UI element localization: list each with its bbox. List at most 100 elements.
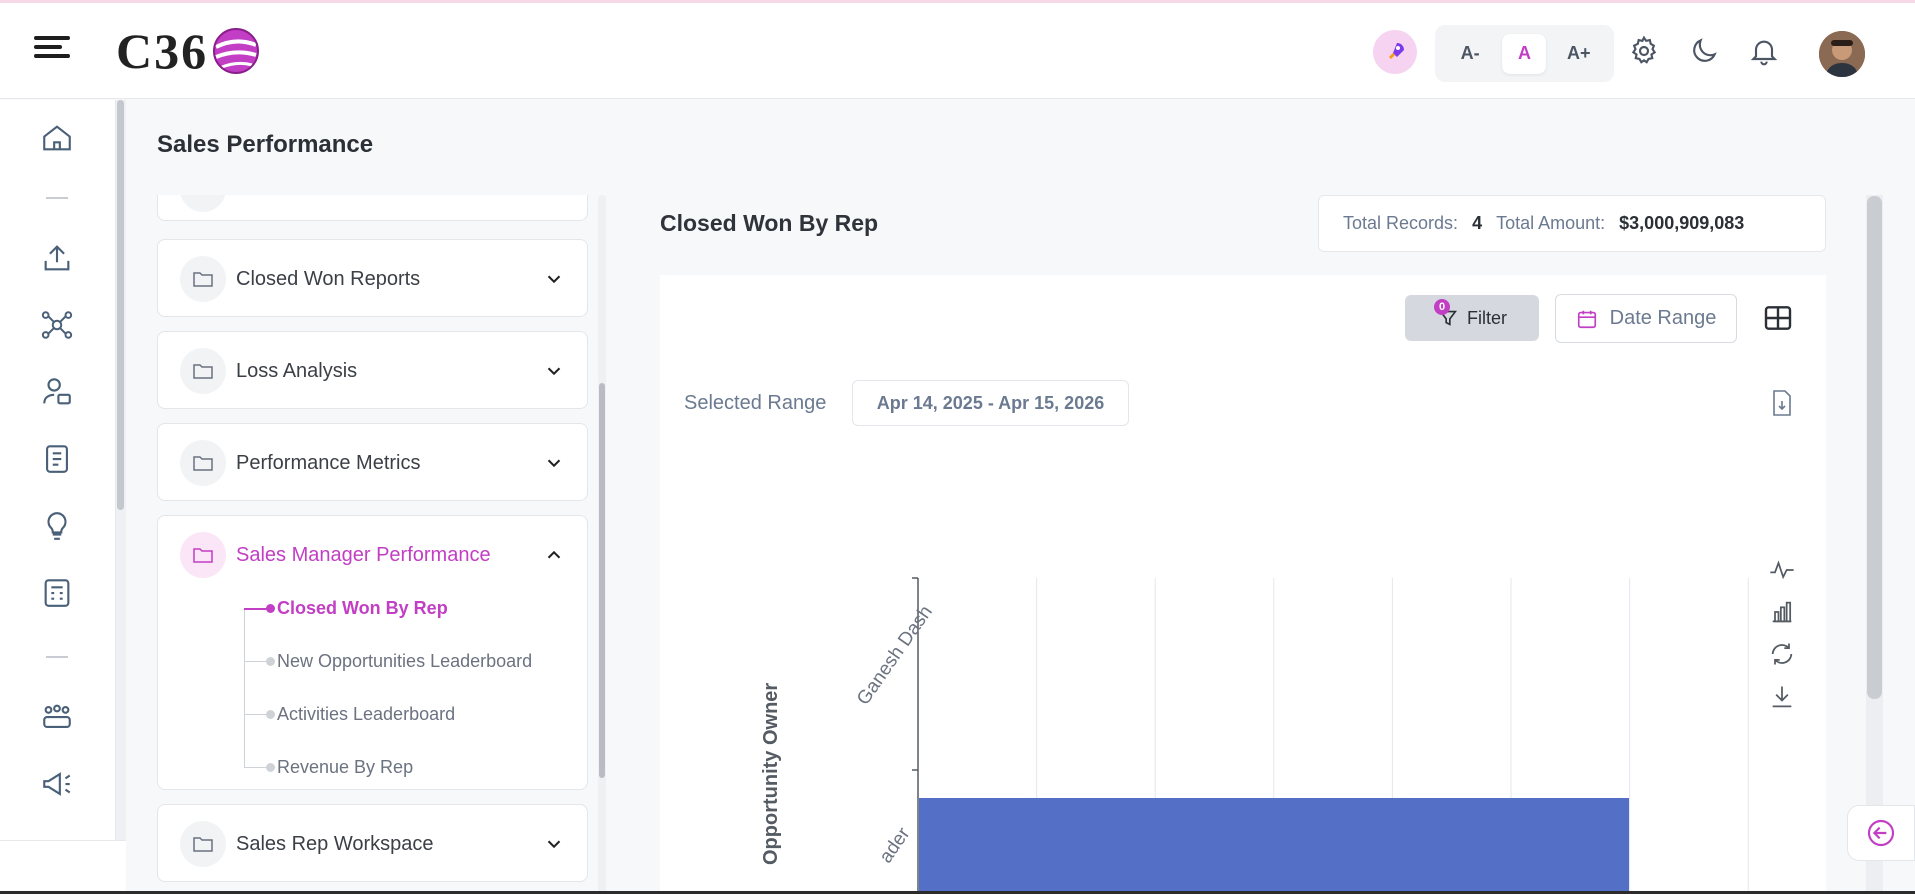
- app-logo[interactable]: C36: [116, 21, 262, 81]
- chart-y-axis-title: Opportunity Owner: [760, 682, 782, 865]
- megaphone-icon[interactable]: [40, 767, 74, 801]
- bar-chart-icon[interactable]: [1768, 598, 1796, 626]
- rail-footer: [0, 840, 126, 894]
- export-file-icon[interactable]: [1770, 389, 1794, 417]
- font-size-toggle: A- A A+: [1435, 25, 1614, 82]
- tree-connector: [244, 714, 268, 715]
- tree-connector: [244, 608, 268, 610]
- filter-button[interactable]: Filter: [1405, 295, 1539, 341]
- active-dot: [266, 604, 275, 613]
- tree-card-performance-metrics[interactable]: Performance Metrics: [157, 423, 588, 501]
- folder-icon: [180, 532, 226, 578]
- font-decrease-button[interactable]: A-: [1460, 43, 1480, 63]
- rail-scrollbar-thumb[interactable]: [117, 100, 124, 510]
- tree-card-label: Performance Metrics: [236, 451, 421, 474]
- font-increase-button[interactable]: A+: [1567, 43, 1591, 63]
- chart-category-label: ader: [875, 823, 914, 867]
- folder-icon: [180, 256, 226, 302]
- tree-connector: [244, 661, 268, 662]
- font-default-button[interactable]: A: [1502, 33, 1547, 74]
- tree-card-label: Loss Analysis: [236, 359, 358, 382]
- subitem-list: Closed Won By Rep New Opportunities Lead…: [158, 582, 587, 794]
- bell-icon[interactable]: [1748, 35, 1780, 67]
- bar-chart: Ganesh Dash ader: [853, 577, 1749, 894]
- tree-card-label: Sales Manager Performance: [236, 543, 491, 566]
- tree-card-sales-manager-performance[interactable]: Sales Manager Performance Closed Won By …: [157, 515, 588, 790]
- subitem-revenue-by-rep[interactable]: Revenue By Rep: [158, 741, 587, 794]
- dark-mode-moon-icon[interactable]: [1688, 35, 1720, 67]
- inactive-dot: [266, 710, 275, 719]
- tree-card-label: Closed Won Reports: [236, 267, 421, 290]
- total-amount-label: Total Amount:: [1496, 213, 1606, 233]
- chevron-down-icon[interactable]: [543, 452, 565, 474]
- tree-scrollbar-thumb[interactable]: [599, 383, 605, 778]
- subitem-closed-won-by-rep[interactable]: Closed Won By Rep: [158, 582, 587, 635]
- folder-icon: [180, 195, 226, 212]
- home-icon[interactable]: [40, 121, 74, 155]
- rocket-icon[interactable]: [1373, 30, 1417, 74]
- gear-icon[interactable]: [1628, 35, 1660, 67]
- team-icon[interactable]: [40, 700, 74, 734]
- selected-range-value: Apr 14, 2025 - Apr 15, 2026: [852, 380, 1129, 426]
- upload-icon[interactable]: [40, 241, 74, 275]
- top-accent-line: [0, 0, 1915, 3]
- rail-separator: [46, 197, 68, 199]
- subitem-label: New Opportunities Leaderboard: [277, 651, 533, 671]
- logo-globe-icon: [213, 28, 260, 74]
- filter-label: Filter: [1467, 307, 1507, 328]
- date-range-label: Date Range: [1609, 307, 1717, 329]
- network-icon[interactable]: [40, 308, 74, 342]
- chevron-down-icon[interactable]: [543, 268, 565, 290]
- inactive-dot: [266, 763, 275, 772]
- folder-icon: [180, 821, 226, 867]
- main-scrollbar-thumb[interactable]: [1867, 196, 1882, 699]
- inactive-dot: [266, 657, 275, 666]
- total-records-value: 4: [1472, 213, 1483, 233]
- totals-summary: Total Records: 4 Total Amount: $3,000,90…: [1318, 195, 1826, 252]
- funnel-icon: [1439, 310, 1457, 326]
- tree-card-label: Sales Rep Workspace: [236, 832, 434, 855]
- calendar-icon: [1577, 310, 1596, 328]
- table-view-icon[interactable]: [1762, 302, 1794, 334]
- download-icon[interactable]: [1768, 683, 1796, 711]
- report-tree: Closed Won Reports Loss Analysis Perform…: [157, 195, 589, 894]
- page-title: Sales Performance: [157, 131, 374, 158]
- chart-panel: [660, 275, 1826, 894]
- subitem-label: Revenue By Rep: [277, 757, 414, 777]
- arrow-left-circle-icon: [1867, 819, 1895, 847]
- chevron-down-icon[interactable]: [543, 833, 565, 855]
- menu-toggle-icon[interactable]: [34, 36, 70, 66]
- selected-range-label: Selected Range: [684, 392, 827, 414]
- calculator-icon[interactable]: [40, 576, 74, 610]
- tree-card-partial[interactable]: [157, 195, 588, 221]
- user-group-icon[interactable]: [40, 375, 74, 409]
- collapse-panel-button[interactable]: [1847, 805, 1915, 861]
- filter-count-badge: 0: [1434, 299, 1450, 315]
- folder-icon: [180, 348, 226, 394]
- lightbulb-icon[interactable]: [40, 509, 74, 543]
- chart-category-label: Ganesh Dash: [853, 602, 937, 709]
- subitem-label: Closed Won By Rep: [277, 598, 448, 618]
- clipboard-icon[interactable]: [40, 442, 74, 476]
- chevron-up-icon[interactable]: [543, 544, 565, 566]
- tree-connector-line: [244, 608, 245, 768]
- subitem-label: Activities Leaderboard: [277, 704, 456, 724]
- tree-card-sales-rep-workspace[interactable]: Sales Rep Workspace: [157, 804, 588, 882]
- subitem-activities-leaderboard[interactable]: Activities Leaderboard: [158, 688, 587, 741]
- refresh-icon[interactable]: [1768, 640, 1796, 668]
- folder-icon: [180, 440, 226, 486]
- tree-connector: [244, 767, 268, 768]
- chevron-down-icon[interactable]: [543, 360, 565, 382]
- rail-separator: [46, 656, 68, 658]
- user-avatar[interactable]: [1819, 31, 1865, 77]
- top-header: C36 A- A A+: [0, 3, 1915, 99]
- bottom-edge: [0, 891, 1915, 894]
- tree-card-closed-won-reports[interactable]: Closed Won Reports: [157, 239, 588, 317]
- subitem-new-opportunities-leaderboard[interactable]: New Opportunities Leaderboard: [158, 635, 587, 688]
- chart-bar: [919, 798, 1629, 894]
- date-range-button[interactable]: Date Range: [1555, 294, 1737, 343]
- total-amount-value: $3,000,909,083: [1619, 213, 1745, 233]
- line-chart-icon[interactable]: [1768, 556, 1796, 584]
- report-title: Closed Won By Rep: [660, 210, 879, 236]
- tree-card-loss-analysis[interactable]: Loss Analysis: [157, 331, 588, 409]
